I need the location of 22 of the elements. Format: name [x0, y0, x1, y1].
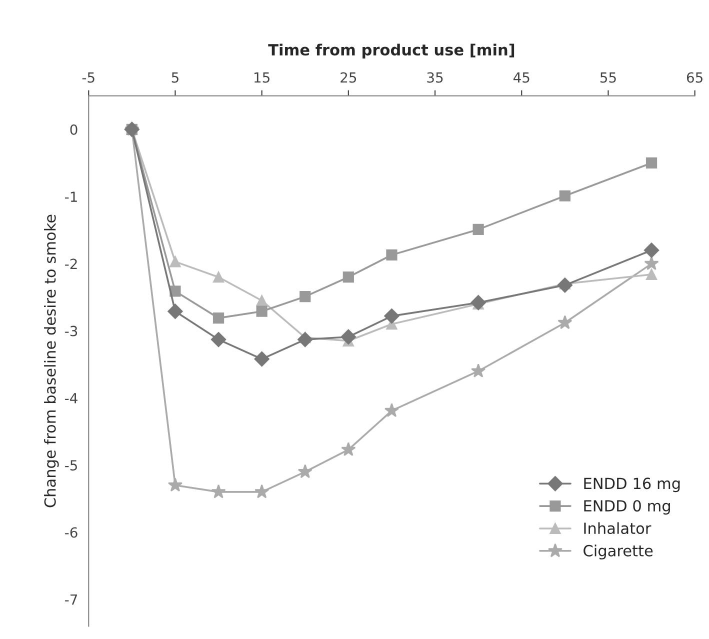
x-tick-label: -5: [82, 72, 94, 83]
y-tick-label: -7: [65, 594, 78, 605]
y-tick-label: -4: [65, 393, 78, 404]
y-tick-label: -1: [65, 192, 77, 202]
x-tick-label: 25: [340, 72, 356, 83]
y-tick-label: -3: [65, 326, 78, 336]
y-tick-label: -6: [65, 527, 78, 538]
x-tick-label: 5: [172, 72, 178, 83]
x-tick-label: 35: [427, 72, 443, 83]
y-tick-label: 0: [70, 124, 78, 135]
y-axis-title: Change from baseline desire to smoke: [44, 214, 59, 508]
legend-label: Cigarette: [584, 544, 653, 560]
legend-label: ENDD 16 mg: [584, 478, 680, 492]
x-tick-label: 65: [686, 72, 702, 83]
x-axis-title: Time from product use [min]: [268, 44, 514, 58]
x-tick-label: 15: [254, 72, 270, 83]
x-tick-label: 45: [513, 72, 530, 83]
legend-label: ENDD 0 mg: [584, 500, 670, 515]
y-tick-label: -2: [65, 258, 77, 269]
y-tick-label: -5: [65, 460, 77, 471]
legend-label: Inhalator: [584, 522, 652, 534]
x-tick-label: 55: [600, 72, 616, 83]
